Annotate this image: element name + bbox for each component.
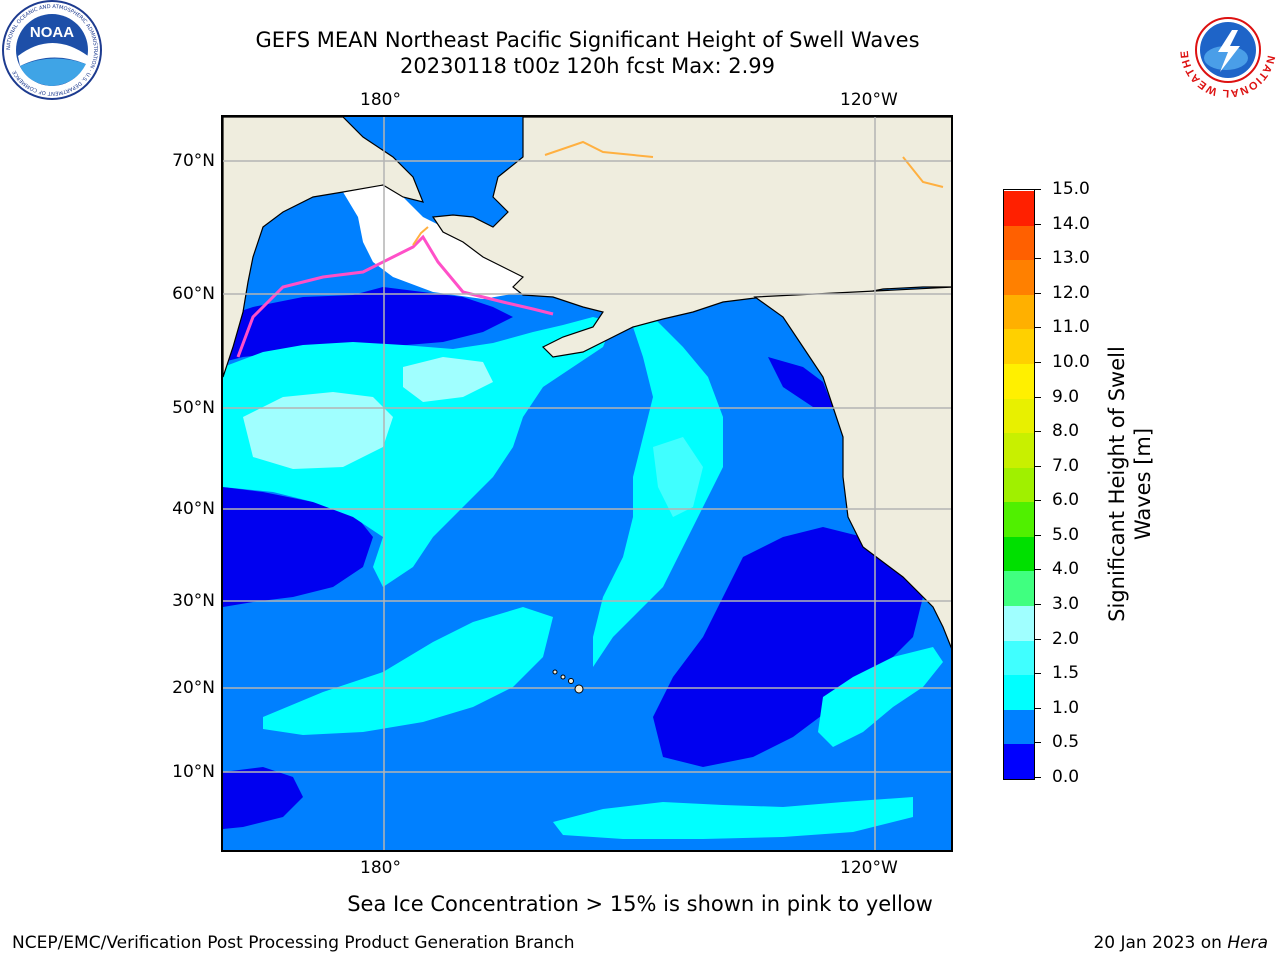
colorbar-tick-label: 3.0 bbox=[1052, 594, 1080, 615]
swell-band-east bbox=[818, 647, 943, 747]
colorbar-tick-label: 1.0 bbox=[1052, 697, 1080, 718]
colorbar-segment bbox=[1004, 467, 1034, 503]
swell-band-south bbox=[263, 607, 553, 735]
lon-label-bottom-120w: 120°W bbox=[840, 858, 898, 878]
nws-logo: NATIONAL WEATHER SERVICE bbox=[1172, 0, 1280, 100]
hawaii-islands bbox=[552, 669, 584, 694]
colorbar-segment bbox=[1004, 432, 1034, 468]
colorbar-tick-label: 7.0 bbox=[1052, 455, 1080, 476]
lat-label-60n: 60°N bbox=[172, 284, 215, 304]
colorbar-tick-mark bbox=[1035, 258, 1041, 260]
colorbar-segment bbox=[1004, 398, 1034, 434]
swell-band-northwest bbox=[223, 317, 613, 587]
deep-swell-north bbox=[223, 287, 513, 362]
colorbar-tick-label: 4.0 bbox=[1052, 559, 1080, 580]
colorbar-tick-mark bbox=[1035, 465, 1041, 467]
sea-ice-edge-orange bbox=[412, 140, 944, 246]
land-northwest-coast bbox=[223, 117, 424, 378]
colorbar-tick-mark bbox=[1035, 604, 1041, 606]
colorbar-segment bbox=[1004, 605, 1034, 641]
deep-swell-southwest bbox=[223, 767, 303, 829]
colorbar-tick-mark bbox=[1035, 327, 1041, 329]
colorbar-tick-label: 6.0 bbox=[1052, 490, 1080, 511]
colorbar-segment bbox=[1004, 225, 1034, 261]
deep-swell-west bbox=[223, 487, 373, 607]
footer-branch: NCEP/EMC/Verification Post Processing Pr… bbox=[12, 933, 575, 953]
lon-label-top-180: 180° bbox=[360, 90, 401, 110]
swell-band-subtropical bbox=[553, 797, 913, 839]
land-north-america-coast bbox=[753, 286, 951, 649]
colorbar-tick-label: 5.0 bbox=[1052, 524, 1080, 545]
colorbar-tick-mark bbox=[1035, 534, 1041, 536]
ice-free-white bbox=[343, 185, 553, 299]
lat-label-50n: 50°N bbox=[172, 398, 215, 418]
colorbar-tick-label: 8.0 bbox=[1052, 421, 1080, 442]
colorbar-segment bbox=[1004, 363, 1034, 399]
swell-high-central bbox=[653, 437, 703, 517]
colorbar-tick-mark bbox=[1035, 673, 1041, 675]
footer-date: 20 Jan 2023 on Hera bbox=[1093, 933, 1268, 953]
graticule bbox=[223, 117, 951, 850]
deep-swell-coast bbox=[768, 357, 833, 407]
footer-machine: Hera bbox=[1227, 933, 1268, 953]
colorbar-tick-label: 12.0 bbox=[1052, 282, 1090, 303]
colorbar-tick-label: 13.0 bbox=[1052, 248, 1090, 269]
swell-height-map bbox=[221, 115, 953, 852]
swell-high-aleutian bbox=[403, 357, 493, 402]
lon-label-bottom-180: 180° bbox=[360, 858, 401, 878]
colorbar-tick-label: 2.0 bbox=[1052, 628, 1080, 649]
footer-date-text: 20 Jan 2023 on bbox=[1093, 933, 1228, 953]
colorbar-tick-label: 10.0 bbox=[1052, 351, 1090, 372]
colorbar-tick-mark bbox=[1035, 292, 1041, 294]
colorbar-tick-label: 0.0 bbox=[1052, 767, 1080, 787]
colorbar-tick-label: 1.5 bbox=[1052, 663, 1080, 684]
colorbar-segment bbox=[1004, 743, 1034, 779]
noaa-logo-text: NOAA bbox=[30, 24, 74, 41]
colorbar-tick-mark bbox=[1035, 189, 1041, 190]
chart-subtitle: 20230118 t00z 120h fcst Max: 2.99 bbox=[400, 54, 775, 78]
sea-ice-edge bbox=[236, 234, 554, 358]
colorbar-segment bbox=[1004, 259, 1034, 295]
noaa-logo: NOAA NATIONAL OCEANIC AND ATMOSPHERIC AD… bbox=[0, 0, 104, 100]
colorbar-segment bbox=[1004, 294, 1034, 330]
colorbar-tick-label: 15.0 bbox=[1052, 179, 1090, 199]
lat-label-20n: 20°N bbox=[172, 678, 215, 698]
sea-ice-note: Sea Ice Concentration > 15% is shown in … bbox=[347, 892, 933, 916]
colorbar-segment bbox=[1004, 570, 1034, 607]
colorbar-tick-label: 11.0 bbox=[1052, 317, 1090, 338]
colorbar-tick-mark bbox=[1035, 500, 1041, 502]
colorbar-tick-mark bbox=[1035, 742, 1041, 744]
colorbar-segment bbox=[1004, 328, 1034, 364]
colorbar-tick-mark bbox=[1035, 569, 1041, 571]
colorbar-tick-label: 9.0 bbox=[1052, 386, 1080, 407]
lon-label-top-120w: 120°W bbox=[840, 90, 898, 110]
colorbar bbox=[1003, 189, 1035, 780]
colorbar-tick-label: 0.5 bbox=[1052, 732, 1080, 753]
colorbar-segment bbox=[1004, 536, 1034, 572]
colorbar-tick-mark bbox=[1035, 638, 1041, 640]
colorbar-label: Significant Height of Swell Waves [m] bbox=[1105, 346, 1155, 622]
colorbar-tick-mark bbox=[1035, 396, 1041, 398]
colorbar-tick-mark bbox=[1035, 777, 1041, 778]
colorbar-tick-mark bbox=[1035, 431, 1041, 433]
colorbar-segment bbox=[1004, 501, 1034, 537]
colorbar-tick-mark bbox=[1035, 223, 1041, 225]
colorbar-segment bbox=[1004, 709, 1034, 745]
deep-swell-east bbox=[653, 527, 923, 767]
swell-high-west bbox=[243, 392, 393, 469]
lat-label-30n: 30°N bbox=[172, 591, 215, 611]
colorbar-tick-label: 14.0 bbox=[1052, 213, 1090, 234]
colorbar-tick-mark bbox=[1035, 707, 1041, 709]
lat-label-40n: 40°N bbox=[172, 499, 215, 519]
colorbar-tick-mark bbox=[1035, 361, 1041, 363]
colorbar-segment bbox=[1004, 640, 1034, 676]
lat-label-70n: 70°N bbox=[172, 151, 215, 171]
colorbar-segment bbox=[1004, 674, 1034, 710]
lat-label-10n: 10°N bbox=[172, 762, 215, 782]
chart-title: GEFS MEAN Northeast Pacific Significant … bbox=[255, 28, 920, 52]
colorbar-segment bbox=[1004, 190, 1034, 226]
